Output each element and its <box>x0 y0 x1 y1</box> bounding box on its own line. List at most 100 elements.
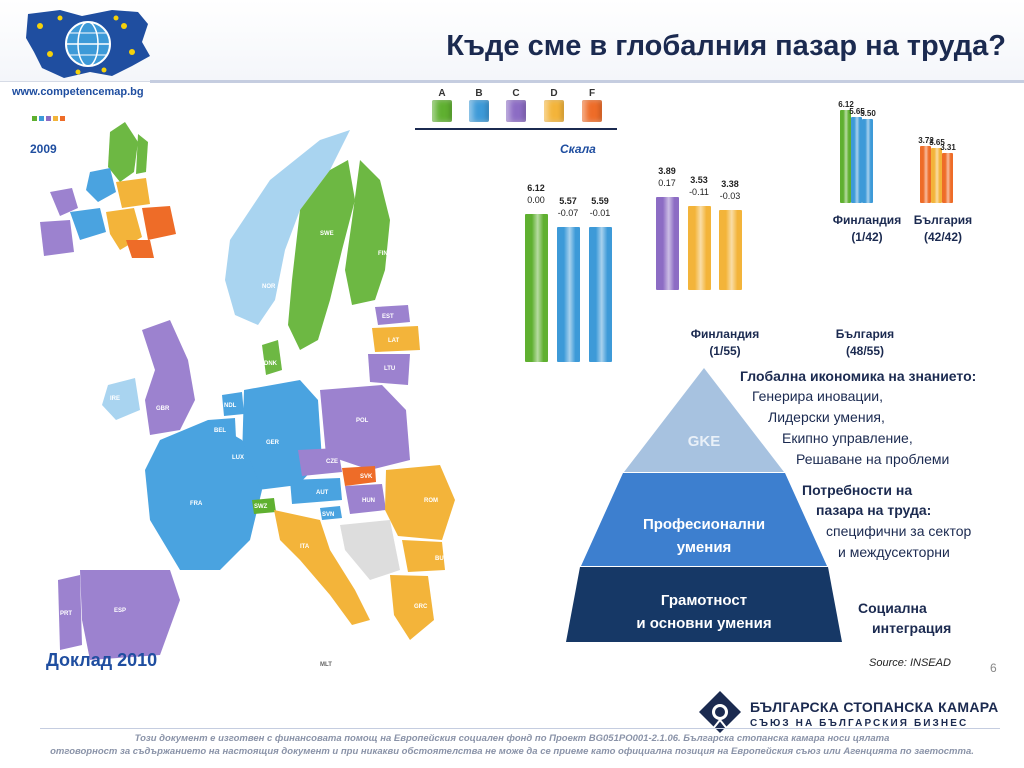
pyramid-top-tier <box>624 368 784 472</box>
page-number: 6 <box>990 661 997 675</box>
legend-letter-a: A <box>438 88 446 99</box>
chart2-data-label: 3.53 -0.11 <box>689 174 709 197</box>
gke-item: Екипно управление, <box>782 430 913 446</box>
map-swe <box>288 160 355 350</box>
pyramid-bottom-tier <box>566 567 842 642</box>
caption-country: България <box>835 327 895 341</box>
map-ndl <box>222 392 244 416</box>
map-ire <box>102 378 140 420</box>
map-bul <box>402 540 445 572</box>
map-label-est: EST <box>382 314 394 320</box>
map-cze <box>298 448 342 476</box>
caption-rank: (48/55) <box>845 344 885 358</box>
chart3-bar <box>942 152 953 203</box>
map-hun <box>345 484 386 514</box>
map-label-nor: NOR <box>262 284 276 290</box>
map-label-swz: SWZ <box>254 504 268 510</box>
map-esp <box>80 570 180 660</box>
pyramid-middle-line: Професионални <box>642 516 766 533</box>
legend-swatch-f <box>582 100 602 122</box>
caption-finland-55: Финландия (1/55) <box>680 326 770 360</box>
header-rule <box>150 80 1024 83</box>
caption-country: Финландия <box>832 213 902 227</box>
footer-line: отговорност за съдържанието на настоящия… <box>50 746 974 757</box>
map-label-svn: SVN <box>322 512 334 518</box>
chart3-bar <box>851 117 862 203</box>
map-label-ire: IRE <box>110 396 120 402</box>
europe-map: SWE FIN NOR EST LAT LTU DNK IRE GBR NDL … <box>58 130 455 668</box>
chart3-data-label: 5.65 <box>849 107 865 117</box>
legend-swatch-d <box>544 100 564 122</box>
caption-finland-42: Финландия (1/42) <box>822 212 912 246</box>
chart2-bar <box>656 197 679 290</box>
map-label-ita: ITA <box>300 544 310 550</box>
chart1-bar <box>589 226 612 362</box>
chart3-data-label: 6.12 <box>838 99 854 109</box>
map-label-pol: POL <box>356 418 369 424</box>
footer-line: Този документ е изготвен с финансовата п… <box>134 733 890 744</box>
caption-country: Финландия <box>690 327 760 341</box>
map-label-rom: ROM <box>424 498 438 504</box>
map-label-dnk: DNK <box>264 361 278 367</box>
map-label-ger: GER <box>266 440 280 446</box>
pyramid-middle-tier <box>581 473 827 566</box>
caption-bulgaria-42: България (42/42) <box>898 212 988 246</box>
map-ltu <box>368 354 410 385</box>
chart2-data-label: 3.89 0.17 <box>658 166 676 189</box>
map-label-svk: SVK <box>360 474 373 480</box>
map-label-cze: CZE <box>326 459 338 465</box>
chamber-logo-icon <box>699 691 741 733</box>
map-label-bel: BEL <box>214 428 226 434</box>
map-nor <box>225 130 350 325</box>
legend-swatch-c <box>506 100 526 122</box>
social-line: интеграция <box>872 620 952 636</box>
map-pol <box>320 385 410 470</box>
map-label-fin: FIN <box>378 251 388 257</box>
pyramid-bottom-line: и основни умения <box>636 615 772 632</box>
map-label-grc: GRC <box>414 604 428 610</box>
chart3-data-label: 3.31 <box>940 142 956 152</box>
labor-heading-line: пазара на труда: <box>816 502 932 518</box>
chart1-data-label: 6.12 0.00 <box>527 182 545 205</box>
map-svn <box>320 506 342 520</box>
pyramid-middle-line: умения <box>676 539 732 556</box>
gke-item: Лидерски умения, <box>768 409 885 425</box>
chart3-bar <box>840 109 851 203</box>
map-label-gbr: GBR <box>156 406 170 412</box>
chart3-bar <box>931 147 942 203</box>
map-fra <box>145 420 262 570</box>
gke-item: Решаване на проблеми <box>796 451 950 467</box>
legend-swatch-a <box>432 100 452 122</box>
social-line: Социална <box>858 600 927 616</box>
footer-rule <box>40 728 1000 729</box>
pyramid-top-label: GKE <box>687 433 721 450</box>
chart3-bar <box>920 146 931 203</box>
map-swz <box>252 498 276 514</box>
chart3-data-label: 3.72 <box>918 136 934 146</box>
map-gbr <box>142 320 195 435</box>
map-ita <box>274 510 370 625</box>
pyramid-bottom-line: Грамотност <box>660 592 748 609</box>
labor-item: специфични за сектор <box>826 523 972 539</box>
source-note: Source: INSEAD <box>869 657 951 669</box>
chart1-data-label: 5.57 -0.07 <box>557 196 579 219</box>
legend-letter-b: B <box>475 88 483 99</box>
legend-swatch-b <box>469 100 489 122</box>
map-prt <box>58 575 82 650</box>
chart2-data-label: 3.38 -0.03 <box>719 178 741 201</box>
chart3-data-label: 5.50 <box>860 109 876 119</box>
inset-year-label: 2009 <box>30 142 57 156</box>
website-url[interactable]: www.competencemap.bg <box>12 86 144 98</box>
map-label-ltu: LTU <box>384 366 395 372</box>
map-label-lux: LUX <box>232 455 244 461</box>
chart2-bar <box>719 209 742 290</box>
chart1-bar <box>525 213 548 362</box>
map-label-esp: ESP <box>114 608 126 614</box>
caption-rank: (42/42) <box>923 230 963 244</box>
chamber-name: БЪЛГАРСКА СТОПАНСКА КАМАРА <box>750 699 999 715</box>
map-aut <box>290 478 342 504</box>
map-dnk <box>262 340 282 375</box>
map-balkans <box>340 520 400 580</box>
pyramid-middle-label: Професионални умения <box>620 513 788 559</box>
labor-heading-line: Потребности на <box>802 482 913 498</box>
